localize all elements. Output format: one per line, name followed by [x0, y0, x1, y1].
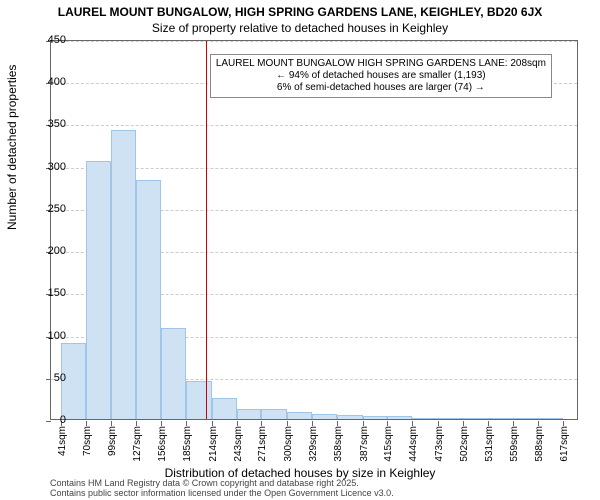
- histogram-bar: [513, 418, 538, 419]
- histogram-bar: [538, 418, 563, 419]
- ytick-label: 400: [48, 76, 66, 88]
- ytick-mark: [46, 421, 51, 422]
- xtick-label: 41sqm: [57, 426, 68, 456]
- annotation-box: LAUREL MOUNT BUNGALOW HIGH SPRING GARDEN…: [210, 54, 552, 98]
- ytick-label: 100: [48, 330, 66, 342]
- annotation-line: 6% of semi-detached houses are larger (7…: [216, 82, 546, 94]
- histogram-bar: [438, 418, 463, 419]
- histogram-bar: [212, 398, 237, 419]
- histogram-bar: [387, 416, 412, 419]
- xtick-label: 243sqm: [233, 426, 244, 462]
- histogram-bar: [337, 415, 362, 419]
- xtick-label: 329sqm: [308, 426, 319, 462]
- ytick-label: 300: [48, 161, 66, 173]
- xtick-label: 617sqm: [559, 426, 570, 462]
- ytick-label: 450: [48, 34, 66, 46]
- histogram-bar: [111, 130, 135, 419]
- chart-container: LAUREL MOUNT BUNGALOW HIGH SPRING GARDEN…: [50, 40, 578, 420]
- annotation-line: LAUREL MOUNT BUNGALOW HIGH SPRING GARDEN…: [216, 58, 546, 70]
- ytick-label: 50: [54, 372, 66, 384]
- xtick-label: 99sqm: [107, 426, 118, 456]
- histogram-bar: [161, 328, 186, 419]
- plot-area: LAUREL MOUNT BUNGALOW HIGH SPRING GARDEN…: [50, 40, 578, 420]
- xtick-label: 214sqm: [208, 426, 219, 462]
- xtick-label: 473sqm: [434, 426, 445, 462]
- xtick-label: 156sqm: [157, 426, 168, 462]
- ytick-label: 150: [48, 287, 66, 299]
- histogram-bar: [312, 414, 337, 419]
- chart-title-main: LAUREL MOUNT BUNGALOW, HIGH SPRING GARDE…: [0, 5, 600, 19]
- reference-line: [206, 41, 207, 419]
- ytick-label: 250: [48, 203, 66, 215]
- xtick-label: 70sqm: [82, 426, 93, 456]
- histogram-bar: [412, 418, 437, 419]
- histogram-bar: [287, 412, 312, 419]
- y-axis-label: Number of detached properties: [5, 65, 19, 230]
- annotation-line: ← 94% of detached houses are smaller (1,…: [216, 70, 546, 82]
- xtick-label: 127sqm: [132, 426, 143, 462]
- xtick-label: 387sqm: [359, 426, 370, 462]
- xtick-label: 559sqm: [509, 426, 520, 462]
- ytick-label: 200: [48, 245, 66, 257]
- histogram-bar: [488, 418, 512, 419]
- xtick-label: 358sqm: [333, 426, 344, 462]
- xtick-label: 502sqm: [459, 426, 470, 462]
- ytick-label: 0: [60, 414, 66, 426]
- histogram-bar: [136, 180, 161, 419]
- xtick-label: 415sqm: [383, 426, 394, 462]
- xtick-label: 271sqm: [257, 426, 268, 462]
- histogram-bar: [363, 416, 387, 419]
- grid-line: [51, 41, 577, 42]
- grid-line: [51, 125, 577, 126]
- xtick-label: 185sqm: [182, 426, 193, 462]
- xtick-label: 531sqm: [484, 426, 495, 462]
- histogram-bar: [463, 418, 488, 419]
- xtick-label: 444sqm: [408, 426, 419, 462]
- histogram-bar: [86, 161, 111, 419]
- chart-title-sub: Size of property relative to detached ho…: [0, 21, 600, 35]
- footer-line-1: Contains HM Land Registry data © Crown c…: [50, 478, 359, 488]
- footer-line-2: Contains public sector information licen…: [50, 488, 394, 498]
- histogram-bar: [261, 409, 286, 419]
- histogram-bar: [237, 409, 261, 419]
- ytick-label: 350: [48, 118, 66, 130]
- ytick-mark: [46, 379, 51, 380]
- histogram-bar: [186, 381, 211, 419]
- xtick-label: 588sqm: [534, 426, 545, 462]
- xtick-label: 300sqm: [283, 426, 294, 462]
